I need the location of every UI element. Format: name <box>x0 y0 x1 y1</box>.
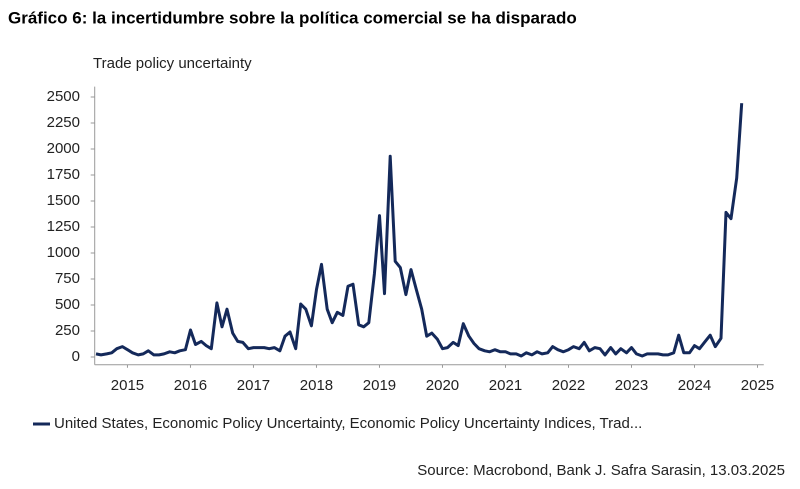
x-tick-label: 2025 <box>741 377 774 394</box>
y-tick-label: 1250 <box>47 218 80 235</box>
y-tick-label: 2250 <box>47 114 80 131</box>
y-tick-label: 2500 <box>47 88 80 105</box>
y-tick-label: 750 <box>55 270 80 287</box>
x-tick-label: 2023 <box>615 377 648 394</box>
y-tick-label: 1750 <box>47 166 80 183</box>
x-tick-label: 2016 <box>174 377 207 394</box>
x-tick-label: 2024 <box>678 377 711 394</box>
data-line <box>95 103 744 358</box>
x-tick-label: 2021 <box>489 377 522 394</box>
x-tick-label: 2022 <box>552 377 585 394</box>
y-tick-label: 0 <box>72 348 80 365</box>
x-tick-label: 2018 <box>300 377 333 394</box>
x-tick-label: 2019 <box>363 377 396 394</box>
y-tick-label: 1500 <box>47 192 80 209</box>
y-tick-label: 250 <box>55 322 80 339</box>
y-tick-label: 1000 <box>47 244 80 261</box>
x-tick-label: 2020 <box>426 377 459 394</box>
x-tick-label: 2015 <box>111 377 144 394</box>
legend-label: United States, Economic Policy Uncertain… <box>54 415 642 432</box>
y-axis-label: Trade policy uncertainty <box>93 55 252 72</box>
chart-title: Gráfico 6: la incertidumbre sobre la pol… <box>8 8 577 27</box>
y-tick-label: 500 <box>55 296 80 313</box>
source: Source: Macrobond, Bank J. Safra Sarasin… <box>417 462 785 479</box>
y-tick-label: 2000 <box>47 140 80 157</box>
x-tick-label: 2017 <box>237 377 270 394</box>
